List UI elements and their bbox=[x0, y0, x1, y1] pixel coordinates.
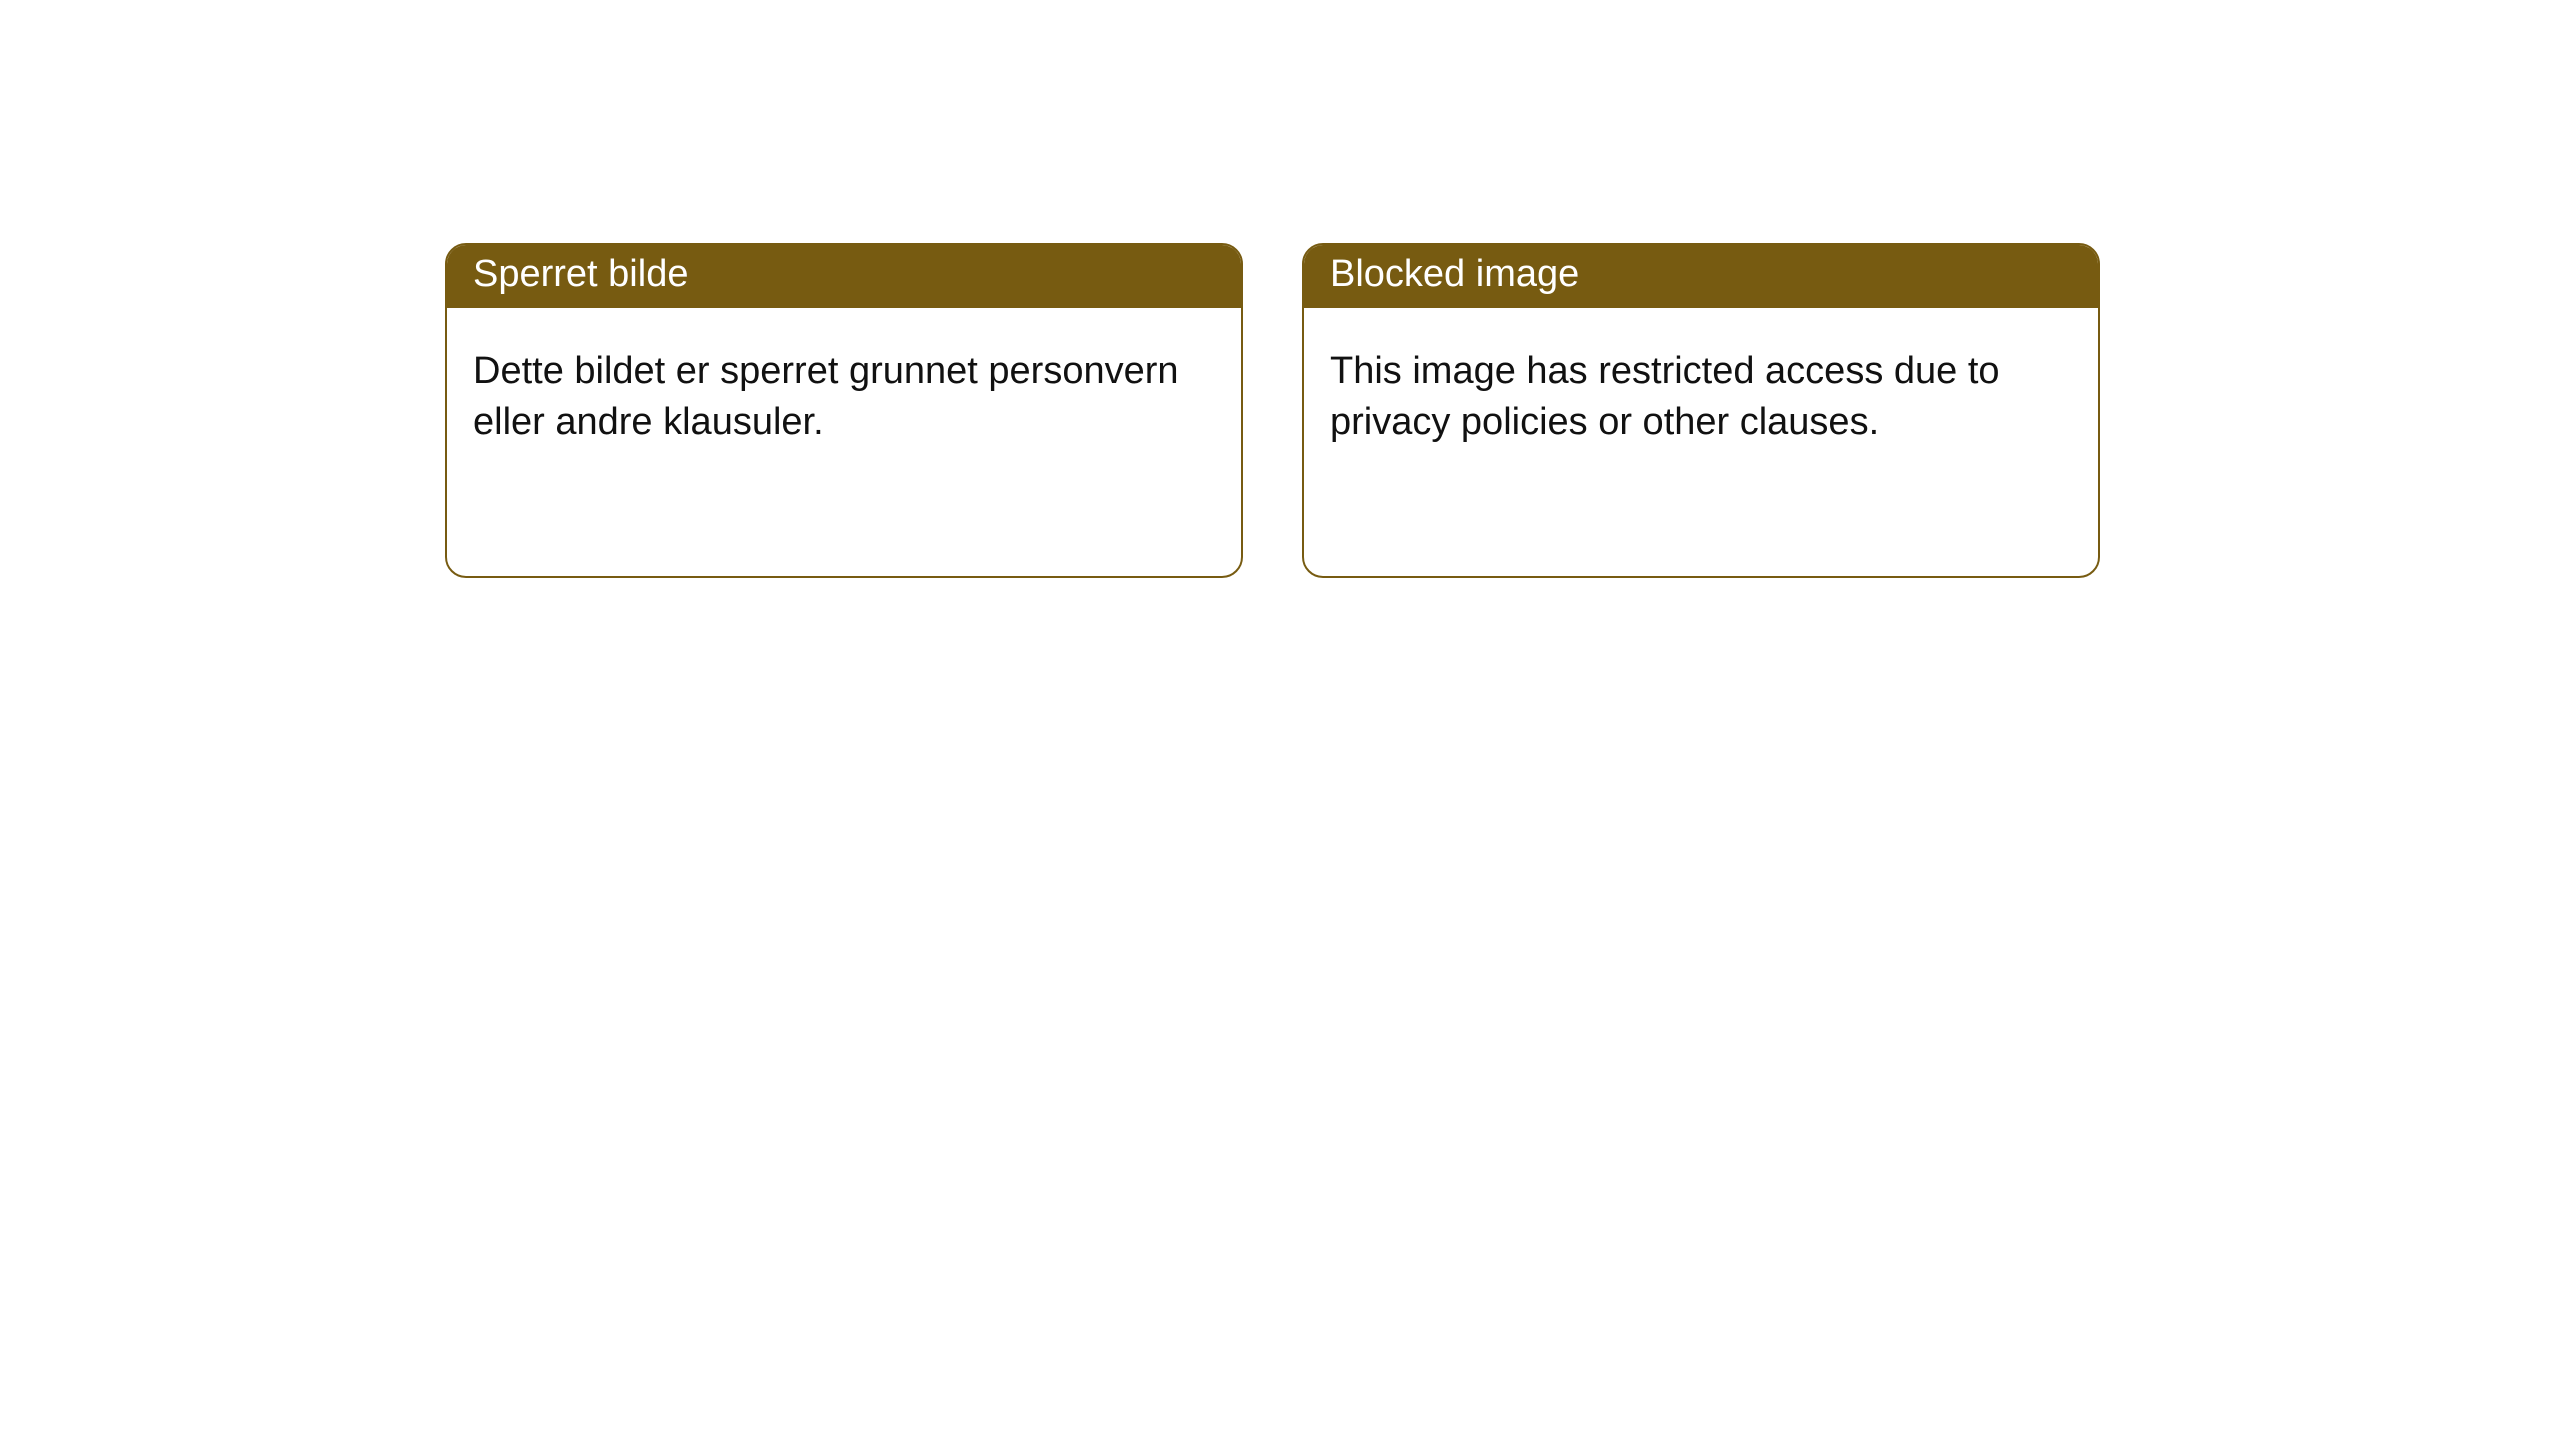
page: Sperret bilde Dette bildet er sperret gr… bbox=[0, 0, 2560, 1440]
notice-card-header-en: Blocked image bbox=[1304, 245, 2098, 308]
notice-card-no: Sperret bilde Dette bildet er sperret gr… bbox=[445, 243, 1243, 578]
notice-card-body-no: Dette bildet er sperret grunnet personve… bbox=[447, 308, 1241, 576]
notice-card-header-no: Sperret bilde bbox=[447, 245, 1241, 308]
notice-card-body-en: This image has restricted access due to … bbox=[1304, 308, 2098, 576]
notice-card-en: Blocked image This image has restricted … bbox=[1302, 243, 2100, 578]
notice-cards-row: Sperret bilde Dette bildet er sperret gr… bbox=[445, 243, 2100, 578]
